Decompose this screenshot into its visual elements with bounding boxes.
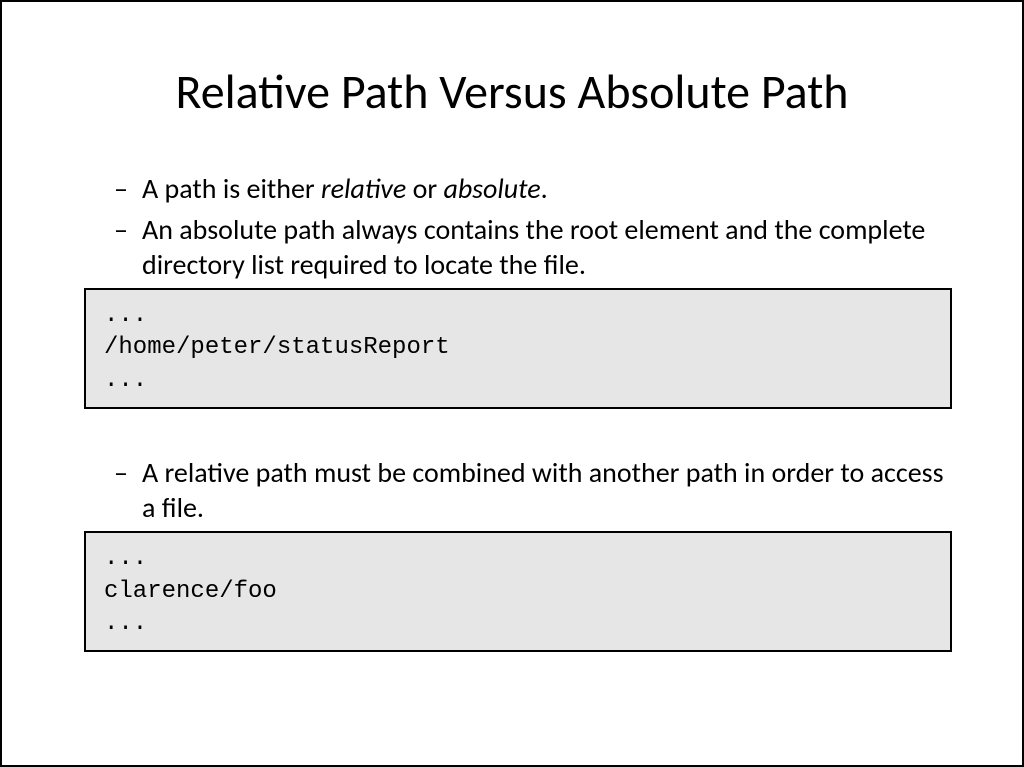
bullet-2-text: An absolute path always contains the roo… (142, 212, 952, 282)
code-box-relative: ... clarence/foo ... (84, 531, 952, 652)
code-line: ... (104, 300, 932, 332)
content-area: – A path is either relative or absolute.… (32, 171, 992, 652)
code-box-absolute: ... /home/peter/statusReport ... (84, 288, 952, 409)
bullet-dash-icon: – (112, 171, 130, 206)
code-line: /home/peter/statusReport (104, 332, 932, 364)
bullet-1-italic-1: relative (321, 171, 406, 206)
bullet-1-mid: or (406, 171, 443, 206)
slide-container: Relative Path Versus Absolute Path – A p… (0, 0, 1024, 767)
code-line: clarence/foo (104, 576, 932, 608)
bullet-dash-icon: – (112, 455, 130, 490)
spacer (112, 437, 952, 455)
bullet-1: – A path is either relative or absolute. (112, 171, 952, 206)
bullet-3: – A relative path must be combined with … (112, 455, 952, 525)
bullet-1-italic-2: absolute (443, 171, 540, 206)
slide-title: Relative Path Versus Absolute Path (32, 62, 992, 121)
code-line: ... (104, 608, 932, 640)
bullet-1-pre: A path is either (142, 171, 321, 206)
bullet-2: – An absolute path always contains the r… (112, 212, 952, 282)
code-line: ... (104, 365, 932, 397)
bullet-1-text: A path is either relative or absolute. (142, 171, 952, 206)
bullet-dash-icon: – (112, 212, 130, 247)
bullet-3-text: A relative path must be combined with an… (142, 455, 952, 525)
bullet-1-post: . (541, 171, 548, 206)
code-line: ... (104, 543, 932, 575)
